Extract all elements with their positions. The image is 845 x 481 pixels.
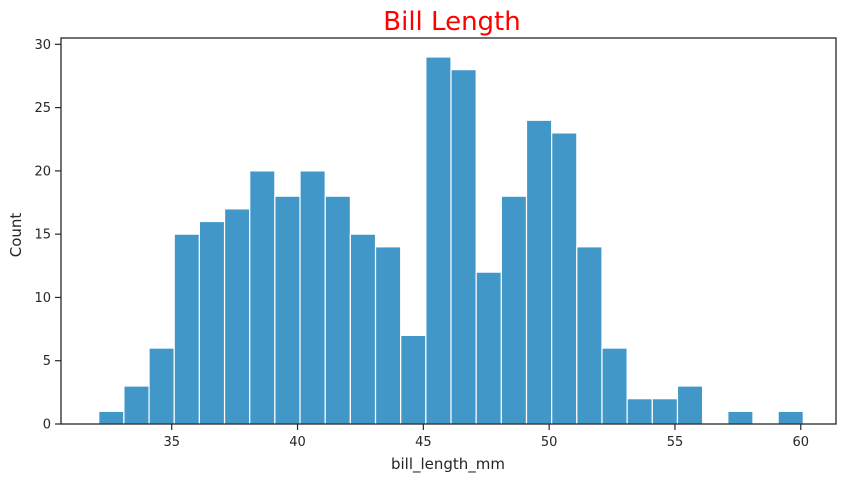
chart-title: Bill Length xyxy=(383,7,520,37)
y-tick-label: 0 xyxy=(43,418,51,433)
x-tick-label: 50 xyxy=(541,435,558,450)
y-tick-label: 20 xyxy=(34,164,51,179)
histogram-bar xyxy=(198,220,226,425)
histogram-bar xyxy=(576,246,603,425)
histogram-bar xyxy=(249,170,276,425)
bars-group xyxy=(98,56,804,425)
y-axis-label: Count xyxy=(7,213,25,258)
histogram-bar xyxy=(777,410,804,425)
histogram-bar xyxy=(551,132,578,425)
histogram-bar xyxy=(525,119,553,425)
histogram-bar xyxy=(299,170,326,425)
plot-frame xyxy=(60,37,837,425)
histogram-bar xyxy=(274,195,301,425)
x-axis-label: bill_length_mm xyxy=(391,455,505,474)
y-tick-label: 15 xyxy=(34,228,51,243)
y-tick-label: 10 xyxy=(34,291,51,306)
histogram-bar xyxy=(223,208,251,425)
histogram-bar xyxy=(98,410,125,425)
histogram-bar xyxy=(425,56,452,425)
x-tick-label: 60 xyxy=(792,435,809,450)
histogram-bar xyxy=(450,69,477,425)
x-tick-label: 55 xyxy=(667,435,684,450)
y-tick-label: 25 xyxy=(34,101,51,116)
x-axis-ticks: 35 40 45 50 55 60 xyxy=(163,424,809,450)
y-tick-label: 5 xyxy=(43,354,51,369)
histogram-bar xyxy=(400,334,427,425)
histogram-bar xyxy=(626,398,653,425)
histogram-bar xyxy=(651,398,679,425)
histogram-bar xyxy=(475,271,502,425)
x-tick-label: 35 xyxy=(163,435,180,450)
histogram-bar xyxy=(173,233,200,425)
histogram-bar xyxy=(148,347,175,425)
histogram-bar xyxy=(123,385,150,425)
histogram-bar xyxy=(676,385,704,425)
histogram-bar xyxy=(727,410,754,425)
histogram-bar xyxy=(324,195,351,425)
y-axis-ticks: 0 5 10 15 20 25 30 xyxy=(34,38,61,433)
histogram-bar xyxy=(601,347,628,425)
histogram-bar xyxy=(374,246,402,425)
histogram-bar xyxy=(500,195,528,425)
x-tick-label: 40 xyxy=(289,435,306,450)
x-tick-label: 45 xyxy=(415,435,432,450)
y-tick-label: 30 xyxy=(34,38,51,53)
histogram-bar xyxy=(349,233,377,425)
